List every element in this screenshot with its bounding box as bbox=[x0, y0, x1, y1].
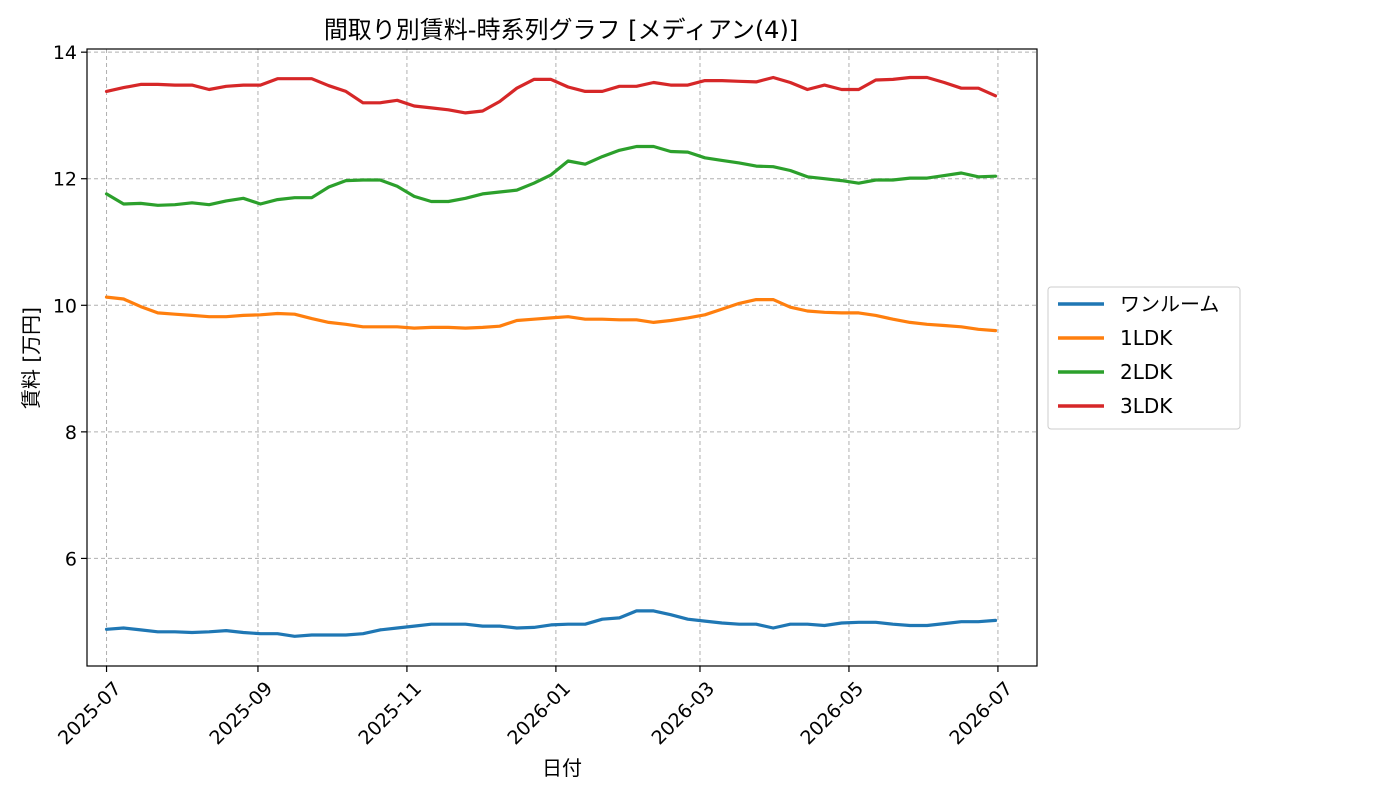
x-tick-label: 2026-03 bbox=[647, 678, 719, 750]
x-tick-label: 2026-07 bbox=[945, 678, 1017, 750]
series-layer bbox=[104, 75, 998, 638]
y-tick-label: 12 bbox=[53, 169, 77, 191]
x-tick-label: 2026-05 bbox=[796, 678, 868, 750]
x-axis: 2025-07 2025-09 2025-11 2026-01 2026-03 2026-… bbox=[54, 666, 1017, 749]
x-tick-label: 2026-01 bbox=[503, 678, 575, 750]
plot-frame bbox=[86, 48, 1038, 667]
series-line-3 bbox=[104, 75, 998, 115]
series-line-1 bbox=[104, 295, 998, 333]
legend-box bbox=[1047, 286, 1241, 430]
x-tick-label: 2025-09 bbox=[205, 678, 277, 750]
series-line-0 bbox=[104, 609, 998, 638]
y-axis-label: 賃料 [万円] bbox=[19, 307, 43, 409]
legend-label: 3LDK bbox=[1120, 394, 1173, 418]
series-line-2 bbox=[104, 144, 998, 207]
chart-title: 間取り別賃料-時系列グラフ [メディアン(4)] bbox=[324, 16, 798, 44]
y-tick-label: 6 bbox=[65, 548, 77, 570]
grid bbox=[87, 49, 1037, 666]
x-tick-label: 2025-07 bbox=[54, 678, 126, 750]
legend: ワンルーム 1LDK 2LDK 3LDK bbox=[1047, 286, 1241, 430]
legend-label: 1LDK bbox=[1120, 326, 1173, 350]
y-tick-label: 14 bbox=[53, 42, 77, 64]
x-tick-label: 2025-11 bbox=[354, 678, 426, 750]
y-tick-label: 8 bbox=[65, 422, 77, 444]
legend-label: 2LDK bbox=[1120, 360, 1173, 384]
y-tick-label: 10 bbox=[53, 295, 77, 317]
legend-label: ワンルーム bbox=[1120, 292, 1219, 316]
y-axis: 6 8 10 12 14 bbox=[53, 42, 87, 570]
x-axis-label: 日付 bbox=[542, 756, 582, 780]
